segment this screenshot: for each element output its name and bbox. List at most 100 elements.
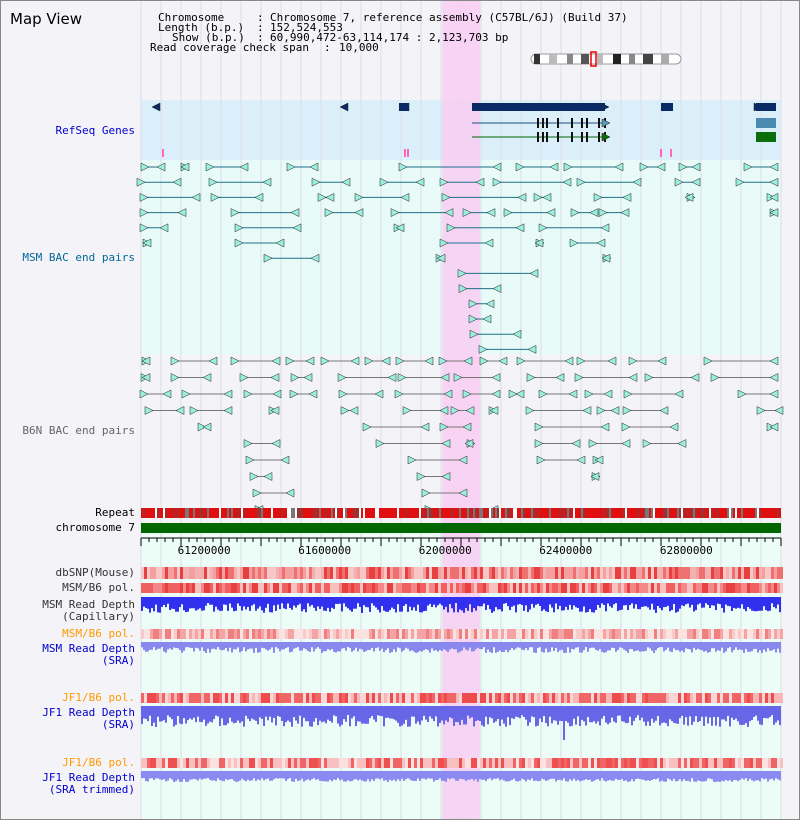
jf1-pol-cell — [405, 758, 408, 768]
jf1-pol-cell — [717, 758, 720, 768]
b6n-pair-end — [453, 373, 463, 382]
jf1-depth-bar — [665, 706, 667, 724]
jf1-depth-bar — [533, 706, 535, 718]
b6n-pair-end — [582, 406, 592, 415]
jf1-trim-depth-bar — [245, 771, 247, 782]
msm-pol-cell — [777, 629, 780, 639]
repeat-segment — [473, 508, 475, 518]
msm-b6-pol-label: MSM/B6 pol. — [62, 581, 135, 594]
jf1-pol-cell — [651, 758, 654, 768]
msm-pol-cell — [375, 583, 378, 593]
msm-sra-depth-bar — [301, 642, 303, 651]
msm-pair-end — [639, 162, 649, 172]
b6n-pair-end — [340, 406, 350, 415]
jf1-trim-depth-bar — [299, 771, 301, 781]
jf1-trim-depth-bar — [191, 771, 193, 780]
msm-pol-cell — [633, 629, 636, 639]
dbsnp-cell — [579, 567, 582, 579]
jf1-pol-cell — [621, 758, 624, 768]
msm-sra-depth-bar — [347, 642, 349, 648]
jf1-pol-cell — [660, 693, 663, 703]
repeat-segment — [535, 508, 537, 518]
msm-cap-depth-bar — [529, 597, 531, 610]
jf1-trim-depth-bar — [257, 771, 259, 780]
msm-pol-cell — [591, 583, 594, 593]
jf1-depth-bar — [175, 706, 177, 725]
msm-pol-cell — [729, 583, 732, 593]
repeat-segment — [201, 508, 203, 518]
msm-sra-depth-bar — [385, 642, 387, 651]
dbsnp-cell — [387, 567, 390, 579]
msm-sra-depth-bar — [495, 642, 497, 653]
jf1-pol-cell — [510, 693, 513, 703]
msm-sra-depth-bar — [259, 642, 261, 653]
b6n-bac-pairs-features[interactable] — [139, 356, 784, 514]
msm-cap-depth-bar — [731, 597, 733, 612]
jf1-pol-cell — [762, 693, 765, 703]
jf1-depth-bar — [341, 706, 343, 725]
b6n-pair-end — [285, 488, 295, 498]
repeat-segment — [629, 508, 631, 518]
repeat-segment — [161, 508, 163, 518]
jf1-trim-depth-bar — [399, 771, 401, 781]
dbsnp-cell — [597, 567, 600, 579]
msm-cap-depth-bar — [699, 597, 701, 604]
jf1-trim-depth-bar — [563, 771, 565, 779]
repeat-segment — [693, 508, 695, 518]
jf1-trim-depth-bar — [219, 771, 221, 781]
jf1-trim-depth-bar — [491, 771, 493, 781]
jf1-b6-pol-label-2: JF1/B6 pol. — [62, 756, 135, 769]
msm-cap-depth-bar — [283, 597, 285, 609]
jf1-depth-bar — [255, 706, 257, 721]
jf1-pol-cell — [174, 693, 177, 703]
msm-pair-end — [691, 177, 701, 187]
dbsnp-cell — [507, 567, 510, 579]
jf1-pol-cell — [759, 758, 762, 768]
b6n-pair-end — [710, 373, 720, 382]
jf1-pol-cell — [426, 758, 429, 768]
jf1-pol-cell — [378, 758, 381, 768]
jf1-pol-cell — [744, 693, 747, 703]
msm-cap-depth-bar — [253, 597, 255, 605]
repeat-segment — [159, 508, 161, 518]
jf1-pol-cell — [180, 693, 183, 703]
jf1-pol-cell — [207, 693, 210, 703]
jf1-pol-cell — [777, 693, 780, 703]
msm-cap-depth-bar — [441, 597, 443, 606]
msm-sra-depth-bar — [759, 642, 761, 651]
jf1-trim-depth-bar — [325, 771, 327, 782]
b6n-pair-end — [756, 406, 766, 415]
msm-pol-cell — [525, 629, 528, 639]
msm-sra-depth-bar — [171, 642, 173, 650]
dbsnp-cell — [324, 567, 327, 579]
msm-cap-depth-bar — [735, 597, 737, 609]
msm-cap-depth-bar — [319, 597, 321, 609]
msm-pol-cell — [600, 583, 603, 593]
jf1-pol-cell — [267, 693, 270, 703]
msm-pol-cell — [183, 629, 186, 639]
msm-pol-cell — [207, 583, 210, 593]
jf1-pol-cell — [573, 758, 576, 768]
msm-sra-depth-bar — [195, 642, 197, 648]
repeat-segment — [505, 508, 507, 518]
jf1-pol-cell — [366, 758, 369, 768]
b6n-pair-end — [458, 488, 468, 498]
msm-pol-cell — [414, 583, 417, 593]
refseq-genes-features[interactable] — [151, 102, 776, 157]
repeat-segment — [359, 508, 361, 518]
jf1-pol-cell — [525, 693, 528, 703]
repeat-segment — [231, 508, 233, 518]
msm-cap-depth-bar — [489, 597, 491, 610]
jf1-depth-bar — [429, 706, 431, 717]
dbsnp-cell — [669, 567, 672, 579]
jf1-depth-bar — [369, 706, 371, 719]
jf1-pol-cell — [213, 693, 216, 703]
jf1-pol-cell — [675, 758, 678, 768]
msm-bac-pairs-features[interactable] — [136, 162, 779, 354]
msm-sra-depth-bar — [309, 642, 311, 653]
msm-sra-depth-bar — [311, 642, 313, 648]
jf1-pol-cell — [276, 758, 279, 768]
msm-pol-cell — [363, 629, 366, 639]
msm-pol-cell — [420, 583, 423, 593]
